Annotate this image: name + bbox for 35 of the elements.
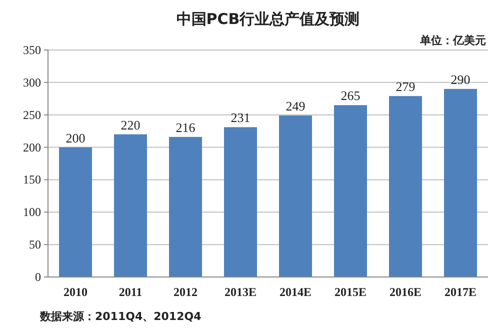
y-tick-label: 50 xyxy=(29,238,41,252)
y-tick-label: 250 xyxy=(23,108,41,122)
data-label: 279 xyxy=(396,79,416,94)
data-label: 220 xyxy=(120,117,140,132)
bar xyxy=(169,136,202,277)
bar xyxy=(444,88,477,277)
data-label: 265 xyxy=(340,88,360,104)
data-label: 231 xyxy=(230,110,250,126)
data-label: 249 xyxy=(286,98,306,114)
y-tick-label: 100 xyxy=(23,205,41,220)
chart-title: 中国PCB行业总产值及预测 xyxy=(176,10,360,28)
bar xyxy=(114,134,147,277)
x-tick-label: 2017E xyxy=(444,285,477,299)
x-tick-label: 2010 xyxy=(64,285,88,299)
x-tick-label: 2016E xyxy=(389,285,422,299)
y-tick-label: 300 xyxy=(23,75,41,90)
x-tick-label: 2014E xyxy=(279,285,312,299)
bar xyxy=(334,105,367,277)
x-tick-label: 2013E xyxy=(224,285,257,299)
x-tick-label: 2015E xyxy=(334,285,367,299)
x-tick-label: 2012 xyxy=(174,285,198,299)
bar xyxy=(389,96,422,277)
y-tick-label: 0 xyxy=(35,270,41,284)
bar xyxy=(224,127,257,277)
bar xyxy=(59,147,92,277)
data-label: 290 xyxy=(450,72,470,87)
data-label: 216 xyxy=(176,120,196,135)
source-note: 数据来源：2011Q4、2012Q4 xyxy=(39,310,202,323)
y-tick-label: 200 xyxy=(23,140,41,154)
y-tick-label: 150 xyxy=(23,172,41,187)
y-tick-label: 350 xyxy=(23,43,41,57)
chart-subtitle: 单位：亿美元 xyxy=(419,34,486,47)
bar xyxy=(279,116,312,277)
data-label: 200 xyxy=(66,130,86,146)
x-tick-label: 2011 xyxy=(118,285,142,299)
